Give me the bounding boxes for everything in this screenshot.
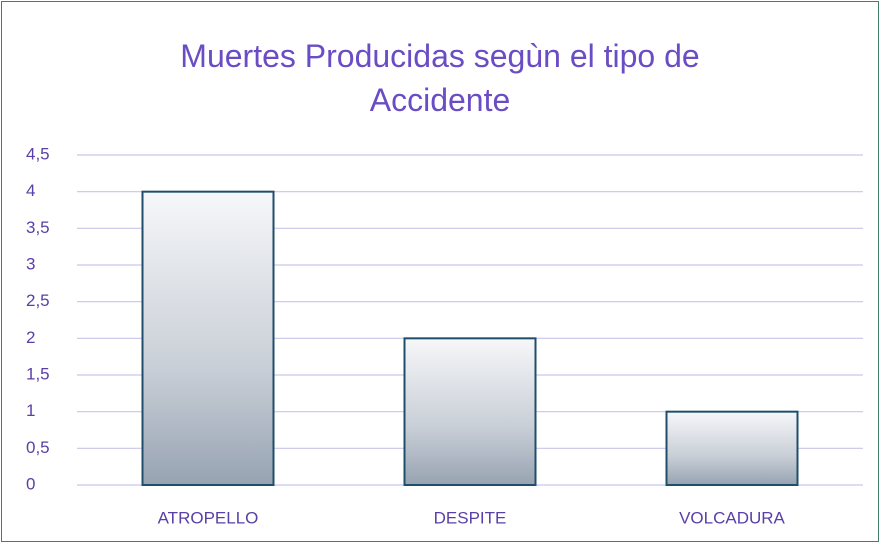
y-tick-label: 0,5 xyxy=(26,438,50,457)
bar xyxy=(403,337,537,487)
chart-title: Muertes Producidas segùn el tipo de Acci… xyxy=(180,38,700,118)
y-tick-label: 4 xyxy=(26,181,35,200)
bar xyxy=(665,410,799,486)
y-tick-label: 2,5 xyxy=(26,291,50,310)
x-tick-label: DESPITE xyxy=(434,508,507,527)
bar xyxy=(141,190,275,487)
y-tick-label: 3,5 xyxy=(26,218,50,237)
y-tick-label: 0 xyxy=(26,474,35,493)
y-tick-label: 1 xyxy=(26,401,35,420)
x-tick-label: ATROPELLO xyxy=(158,508,259,527)
y-tick-label: 4,5 xyxy=(26,144,50,163)
x-tick-label: VOLCADURA xyxy=(679,508,785,527)
y-tick-label: 2 xyxy=(26,328,35,347)
y-tick-label: 1,5 xyxy=(26,364,50,383)
y-tick-label: 3 xyxy=(26,254,35,273)
